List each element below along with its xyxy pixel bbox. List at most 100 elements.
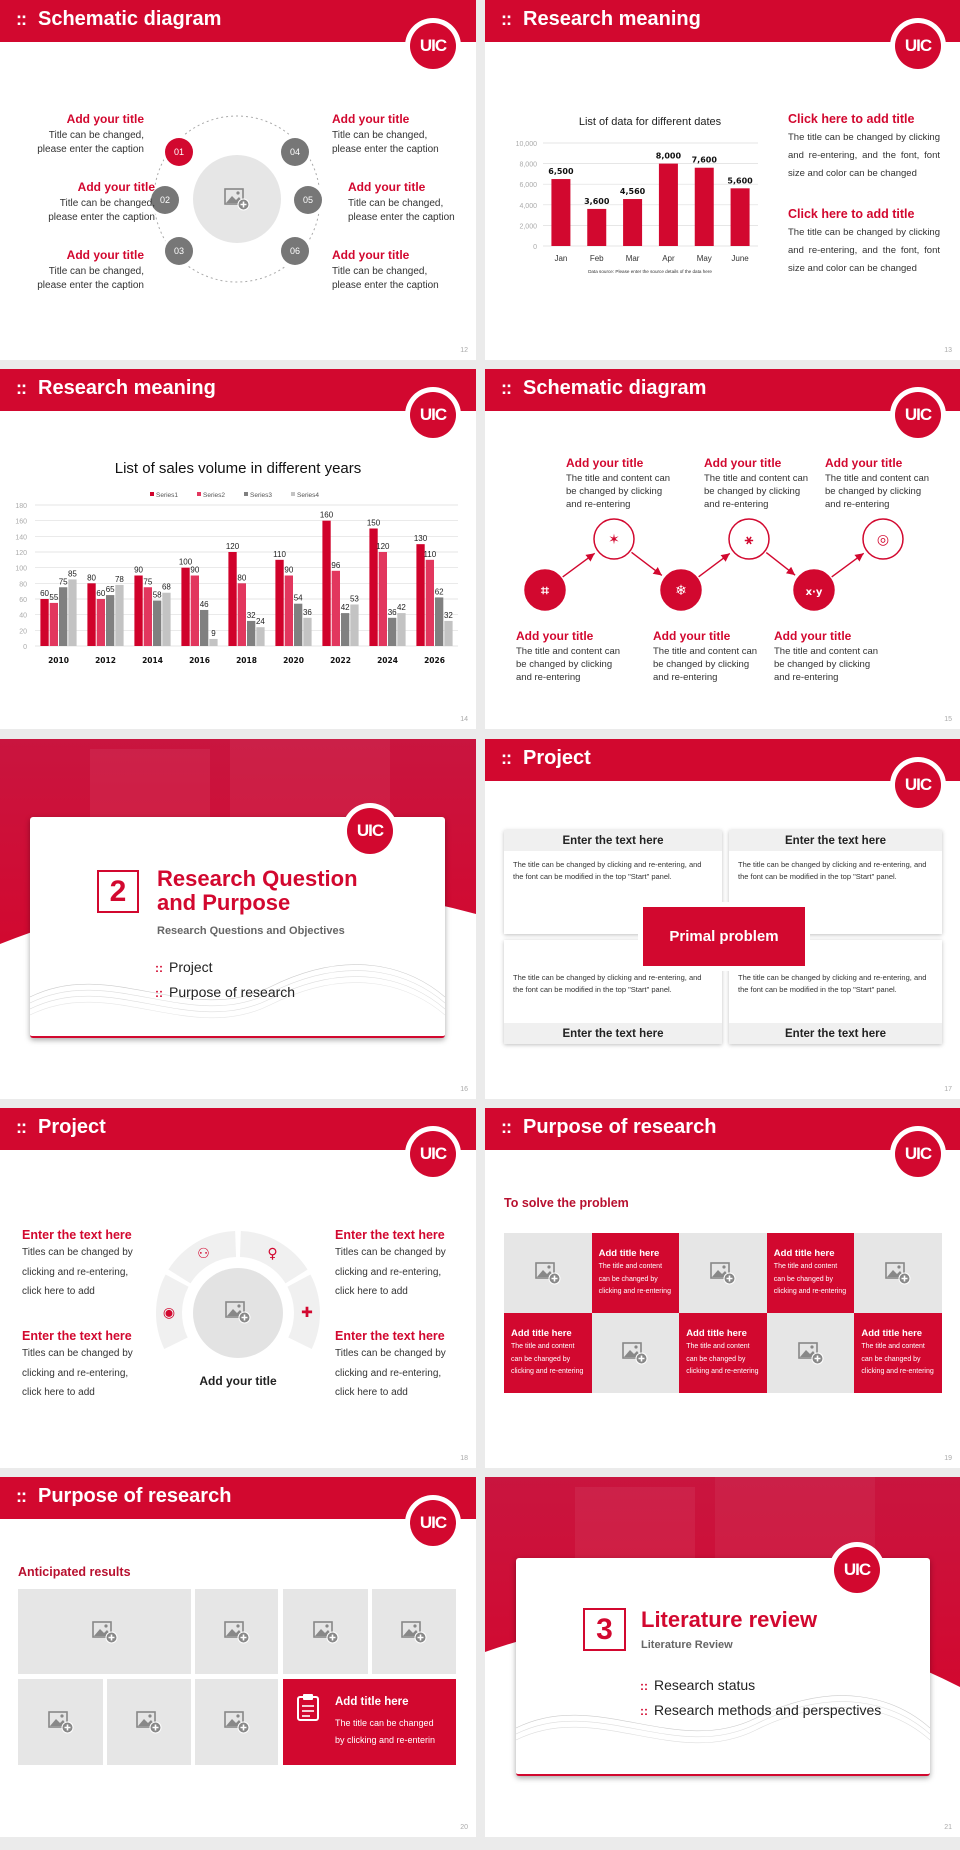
center-caption[interactable]: Add your title [199, 1374, 277, 1388]
bar-series2 [143, 587, 152, 646]
slide-18[interactable]: :: Project UIC ◉ ⚇ ♀ ✚ Add your title Enter… [0, 1108, 476, 1468]
image-placeholder[interactable] [195, 1679, 278, 1765]
caption-title[interactable]: Add your title [348, 180, 426, 194]
step-number-badge[interactable]: 03 [165, 237, 193, 265]
team-icon: ⚇ [197, 1246, 210, 1262]
solution-card[interactable]: Add title here The title and content can … [504, 1313, 592, 1393]
image-placeholder[interactable] [679, 1233, 767, 1313]
slide-title[interactable]: Project [523, 747, 591, 769]
image-placeholder[interactable] [504, 1233, 592, 1313]
toc-item[interactable]: :: Purpose of research [155, 984, 296, 1000]
caption-title[interactable]: Add your title [77, 180, 155, 194]
slide-title[interactable]: Schematic diagram [523, 377, 707, 399]
slide-title[interactable]: Project [38, 1116, 106, 1138]
slide-14[interactable]: :: Research meaning UIC List of sales vo… [0, 369, 476, 729]
solution-card[interactable]: Add title here The title and content can … [854, 1313, 942, 1393]
y-tick-label: 100 [15, 566, 27, 573]
step-title[interactable]: Add your title [566, 456, 644, 470]
caption-text: Title can be changed, please enter the c… [37, 266, 144, 291]
step-number-badge[interactable]: 02 [151, 186, 179, 214]
page-number: 19 [944, 1455, 952, 1462]
image-placeholder[interactable] [18, 1679, 103, 1765]
support-agent-icon: ♀ [267, 1246, 277, 1262]
solution-card[interactable]: Add title here The title and content can … [591, 1233, 680, 1313]
slide-title[interactable]: Purpose of research [38, 1485, 232, 1507]
step-title[interactable]: Add your title [516, 629, 594, 643]
result-card[interactable]: Add title here The title can be changed … [283, 1679, 456, 1765]
box-heading[interactable]: Enter the text here [504, 1023, 722, 1044]
slide-20[interactable]: :: Purpose of research UIC Anticipated r… [0, 1477, 476, 1837]
data-label: 75 [143, 577, 152, 586]
box-heading[interactable]: Enter the text here [729, 1023, 942, 1044]
data-label: 80 [237, 573, 246, 582]
data-label: 78 [115, 575, 124, 584]
toc-item[interactable]: :: Research methods and perspectives [640, 1702, 882, 1718]
image-placeholder[interactable] [591, 1313, 680, 1393]
slide-title[interactable]: Research meaning [523, 8, 701, 30]
step-title[interactable]: Add your title [653, 629, 731, 643]
data-label: 150 [367, 519, 381, 528]
image-placeholder[interactable] [372, 1589, 456, 1674]
caption-title[interactable]: Add your title [332, 248, 410, 262]
image-placeholder[interactable] [854, 1233, 942, 1313]
bar-series4 [303, 617, 312, 646]
slide-17[interactable]: :: Project UIC Enter the text here The ti… [485, 739, 960, 1099]
image-placeholder[interactable] [766, 1313, 855, 1393]
data-label: 110 [273, 550, 286, 559]
solution-card[interactable]: Add title here The title and content can … [766, 1233, 855, 1313]
side-title[interactable]: Click here to add title [788, 112, 915, 126]
slide-title[interactable]: Research meaning [38, 377, 216, 399]
card-title: Add title here [773, 1248, 835, 1259]
slide-19[interactable]: :: Purpose of research UIC To solve the … [485, 1108, 960, 1468]
image-placeholder-icon [534, 1261, 561, 1285]
step-number-badge[interactable]: 05 [294, 186, 322, 214]
block-heading[interactable]: Enter the text here [335, 1329, 445, 1343]
text-block: Enter the text here Titles can be changed… [335, 1228, 446, 1302]
image-placeholder-icon[interactable] [224, 187, 250, 211]
data-label: 53 [350, 594, 359, 603]
slide-15[interactable]: :: Schematic diagram UIC ⌗ ✶ ❄ ⚹ x·y ◎ Add yo… [485, 369, 960, 729]
block-heading[interactable]: Enter the text here [335, 1228, 445, 1242]
block-heading[interactable]: Enter the text here [22, 1329, 132, 1343]
step-number-badge[interactable]: 01 [165, 138, 193, 166]
slide-title[interactable]: Purpose of research [523, 1116, 717, 1138]
card-text: The title and content can be changed by … [598, 1263, 671, 1295]
box-heading[interactable]: Enter the text here [729, 830, 942, 851]
primal-problem-box[interactable]: Primal problem [643, 907, 805, 966]
slide-title[interactable]: Schematic diagram [38, 8, 222, 30]
card-text: The title and content can be changed by … [686, 1343, 759, 1375]
image-placeholder-icon[interactable] [225, 1300, 251, 1324]
slide-12[interactable]: :: Schematic diagram UIC 01 Add your titl… [0, 0, 476, 360]
toc-item[interactable]: :: Research status [640, 1677, 756, 1693]
block-heading[interactable]: Enter the text here [22, 1228, 132, 1242]
caption-title[interactable]: Add your title [66, 112, 144, 126]
image-placeholder[interactable] [18, 1589, 191, 1674]
image-placeholder[interactable] [107, 1679, 191, 1765]
step-number-badge[interactable]: 04 [281, 138, 309, 166]
step-title[interactable]: Add your title [704, 456, 782, 470]
slide-21[interactable]: UIC 3 Literature review Literature Revie… [485, 1477, 960, 1837]
caption-title[interactable]: Add your title [66, 248, 144, 262]
box-heading[interactable]: Enter the text here [504, 830, 722, 851]
x-tick-label: 2010 [48, 656, 69, 665]
page-number: 12 [460, 347, 468, 354]
toc-item[interactable]: :: Project [155, 959, 213, 975]
x-tick-label: June [731, 254, 749, 263]
snowflake-icon: ❄ [675, 583, 687, 599]
step-title[interactable]: Add your title [825, 456, 903, 470]
section-title[interactable]: Research Question and Purpose [157, 866, 358, 915]
bar-series3 [388, 617, 397, 646]
data-label: 80 [87, 573, 96, 582]
step-number-badge[interactable]: 06 [281, 237, 309, 265]
image-placeholder[interactable] [195, 1589, 278, 1674]
caption-block: Add your title Title can be changed, plea… [332, 112, 439, 157]
side-title[interactable]: Click here to add title [788, 207, 915, 221]
solution-card[interactable]: Add title here The title and content can … [679, 1313, 767, 1393]
image-placeholder[interactable] [283, 1589, 368, 1674]
caption-title[interactable]: Add your title [332, 112, 410, 126]
card-title: Add title here [861, 1328, 923, 1339]
slide-16[interactable]: UIC 2 Research Question and Purpose Resea… [0, 739, 476, 1099]
slide-13[interactable]: :: Research meaning UIC List of data for… [485, 0, 960, 360]
step-title[interactable]: Add your title [774, 629, 852, 643]
section-title[interactable]: Literature review [641, 1607, 818, 1632]
